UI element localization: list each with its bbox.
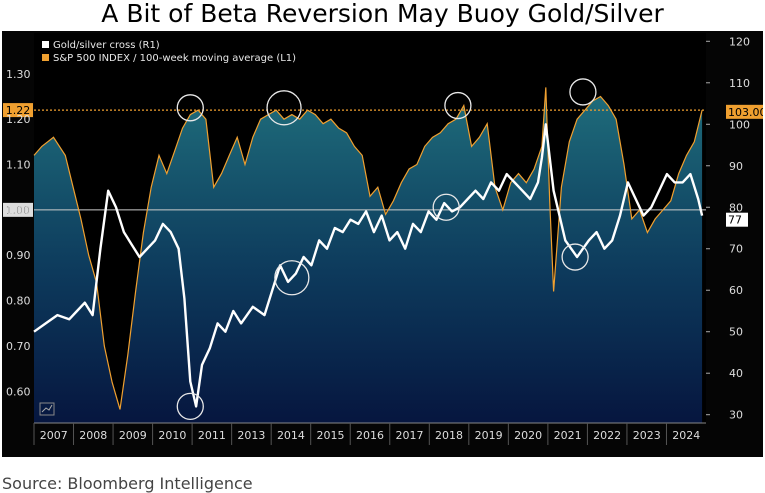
- right-tick-label-9: 120: [729, 35, 750, 48]
- x-tick-label-5: 2013: [237, 429, 265, 442]
- highlight-circle-6: [432, 193, 460, 221]
- legend-swatch-0: [42, 41, 49, 48]
- reference-label-bg-0: [3, 103, 33, 118]
- highlight-circle-7: [561, 243, 589, 271]
- legend-label-1: S&P 500 INDEX / 100-week moving average …: [53, 53, 296, 64]
- left-tick-label-3: 0.90: [6, 249, 31, 262]
- x-tick-label-3: 2010: [158, 429, 186, 442]
- x-tick-label-0: 2007: [40, 429, 68, 442]
- end-label-1: 77: [728, 214, 742, 227]
- highlight-circle-1: [266, 90, 302, 126]
- chart-title: A Bit of Beta Reversion May Buoy Gold/Si…: [101, 0, 664, 28]
- x-tick-label-16: 2024: [672, 429, 700, 442]
- source-note: Source: Bloomberg Intelligence: [2, 474, 253, 493]
- reference-label-1: 1.00: [6, 204, 31, 217]
- left-tick-label-1: 0.70: [6, 340, 31, 353]
- x-tick-label-14: 2022: [593, 429, 621, 442]
- right-tick-label-0: 30: [729, 409, 743, 422]
- end-label-0: 103.00: [728, 106, 763, 119]
- legend: [38, 37, 308, 67]
- highlight-circle-4: [176, 392, 204, 421]
- end-label-bg-1: [726, 212, 748, 227]
- right-tick-label-5: 80: [729, 201, 743, 214]
- area-fill-sp500: [34, 87, 703, 424]
- right-tick-label-2: 50: [729, 326, 743, 339]
- reference-label-bg-1: [3, 202, 33, 217]
- x-tick-label-7: 2015: [316, 429, 344, 442]
- x-tick-label-1: 2008: [79, 429, 107, 442]
- highlight-circle-3: [569, 78, 597, 106]
- end-label-bg-0: [726, 104, 763, 119]
- x-tick-label-15: 2023: [633, 429, 661, 442]
- x-tick-label-6: 2014: [277, 429, 305, 442]
- reference-label-0: 1.22: [6, 104, 31, 117]
- chart-type-icon: [39, 402, 55, 416]
- left-tick-label-2: 0.80: [6, 295, 31, 308]
- right-tick-label-6: 90: [729, 160, 743, 173]
- left-tick-label-6: 1.20: [6, 113, 31, 126]
- highlight-circle-2: [444, 91, 472, 120]
- left-tick-label-7: 1.30: [6, 68, 31, 81]
- left-tick-label-0: 0.60: [6, 385, 31, 398]
- x-tick-label-9: 2017: [396, 429, 424, 442]
- highlight-circle-0: [176, 94, 204, 122]
- highlight-circle-5: [274, 260, 310, 296]
- x-tick-label-2: 2009: [119, 429, 147, 442]
- right-tick-label-8: 110: [729, 77, 750, 90]
- right-tick-label-3: 60: [729, 284, 743, 297]
- series-line-gold-silver: [33, 123, 704, 408]
- series-line-sp500: [33, 87, 703, 410]
- x-tick-label-8: 2016: [356, 429, 384, 442]
- x-tick-label-4: 2011: [198, 429, 226, 442]
- x-tick-label-10: 2018: [435, 429, 463, 442]
- chart: 1.221.000.600.700.800.901.001.101.201.30…: [2, 31, 763, 457]
- legend-label-0: Gold/silver cross (R1): [53, 40, 160, 51]
- right-tick-label-1: 40: [729, 367, 743, 380]
- x-tick-label-12: 2020: [514, 429, 542, 442]
- left-tick-label-5: 1.10: [6, 159, 31, 172]
- chart-type-icon-glyph: [41, 404, 53, 413]
- right-tick-label-4: 70: [729, 243, 743, 256]
- left-tick-label-4: 1.00: [6, 204, 31, 217]
- right-tick-label-7: 100: [729, 118, 750, 131]
- x-tick-label-13: 2021: [554, 429, 582, 442]
- x-tick-label-11: 2019: [475, 429, 503, 442]
- legend-swatch-1: [42, 54, 49, 61]
